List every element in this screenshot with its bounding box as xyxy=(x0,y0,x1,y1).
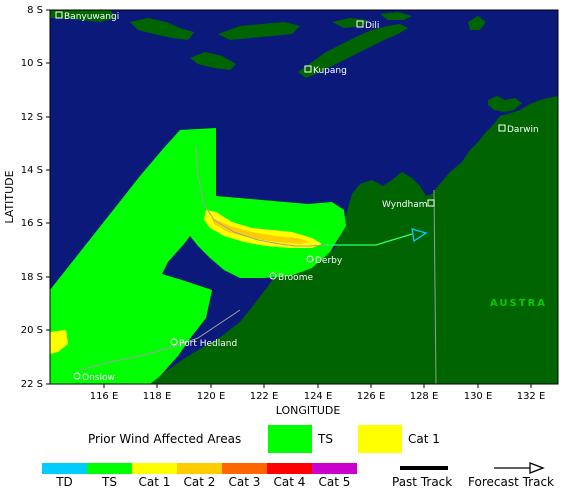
dili-marker xyxy=(356,20,364,28)
prior-cat1-area-west xyxy=(50,330,68,354)
port-hedland-label: Port Hedland xyxy=(179,339,237,349)
past-track xyxy=(195,145,327,247)
lat-label: 20 S xyxy=(21,325,43,336)
banyuwangi-label: Banyuwangi xyxy=(64,12,119,22)
scale-swatch-cat-3 xyxy=(222,463,267,474)
tanimbar-island xyxy=(468,16,486,30)
banyuwangi-marker xyxy=(55,11,63,19)
scale-swatch-cat-4 xyxy=(267,463,312,474)
y-axis-title: LATITUDE xyxy=(3,170,16,223)
prior-cat2-core xyxy=(212,218,310,244)
x-axis-title: LONGITUDE xyxy=(276,404,341,417)
wa-nt-border xyxy=(433,189,437,384)
past-track-legend-label: Past Track xyxy=(392,475,452,489)
onslow-label: Onslow xyxy=(82,373,115,383)
lon-label: 130 E xyxy=(464,391,493,402)
sumba-island xyxy=(190,52,236,70)
lon-label: 118 E xyxy=(143,391,172,402)
australia-landmass xyxy=(150,96,558,384)
lon-label: 128 E xyxy=(410,391,439,402)
lat-label: 22 S xyxy=(21,379,43,390)
wyndham-label: Wyndham xyxy=(382,200,427,210)
prior-ts-label: TS xyxy=(317,432,333,446)
scale-label-cat-5: Cat 5 xyxy=(319,475,351,489)
java-island xyxy=(50,10,116,22)
lat-label: 12 S xyxy=(21,112,43,123)
scale-label-cat-1: Cat 1 xyxy=(139,475,171,489)
lon-label: 126 E xyxy=(357,391,386,402)
lat-label: 10 S xyxy=(21,58,43,69)
scale-swatch-cat-2 xyxy=(177,463,222,474)
forecast-track-line xyxy=(326,233,413,246)
wetar-island xyxy=(380,12,412,20)
prior-ts-swatch xyxy=(268,425,312,453)
derby-marker xyxy=(306,255,314,263)
flores-island xyxy=(218,22,300,40)
scale-swatch-cat-1 xyxy=(132,463,177,474)
prior-ts-area xyxy=(50,128,346,384)
lat-ticks xyxy=(46,9,50,385)
lat-label: 8 S xyxy=(27,5,43,16)
prior-legend-title: Prior Wind Affected Areas xyxy=(88,432,241,446)
prior-cat1-label: Cat 1 xyxy=(408,432,440,446)
lon-label: 124 E xyxy=(304,391,333,402)
broome-label: Broome xyxy=(278,273,313,283)
region-label: AUSTRA xyxy=(490,298,547,309)
lon-label: 120 E xyxy=(197,391,226,402)
kupang-marker xyxy=(304,65,312,73)
darwin-label: Darwin xyxy=(507,125,539,135)
scale-swatch-td xyxy=(42,463,87,474)
lat-label: 16 S xyxy=(21,218,43,229)
sumbawa-island xyxy=(130,18,194,40)
map-frame xyxy=(49,9,559,385)
forecast-track-arrowhead xyxy=(411,228,428,243)
past-track-west xyxy=(79,309,241,371)
scale-label-cat-3: Cat 3 xyxy=(229,475,261,489)
port-hedland-marker xyxy=(170,338,178,346)
kupang-label: Kupang xyxy=(313,66,347,76)
tiwi-islands xyxy=(488,96,522,112)
onslow-marker xyxy=(73,372,81,380)
forecast-track-legend-label: Forecast Track xyxy=(468,475,554,489)
prior-cat1-swatch xyxy=(358,425,402,453)
scale-label-cat-2: Cat 2 xyxy=(184,475,216,489)
lon-label: 132 E xyxy=(517,391,546,402)
scale-label-td: TD xyxy=(55,475,73,489)
lat-label: 18 S xyxy=(21,272,43,283)
forecast-track-legend-arrow xyxy=(529,462,545,474)
broome-marker xyxy=(269,272,277,280)
scale-swatch-cat-5 xyxy=(312,463,357,474)
darwin-marker xyxy=(498,124,506,132)
lon-label: 116 E xyxy=(90,391,119,402)
derby-label: Derby xyxy=(315,256,343,266)
dili-label: Dili xyxy=(365,21,379,31)
scale-label-cat-4: Cat 4 xyxy=(274,475,306,489)
scale-label-ts: TS xyxy=(101,475,117,489)
lat-label: 14 S xyxy=(21,165,43,176)
timor-island xyxy=(298,24,408,78)
wyndham-marker xyxy=(427,199,435,207)
scale-swatch-ts xyxy=(87,463,132,474)
intensity-scale: TD TS Cat 1 Cat 2 Cat 3 Cat 4 Cat 5 xyxy=(42,463,357,489)
lon-label: 122 E xyxy=(250,391,279,402)
lon-ticks xyxy=(103,384,532,388)
